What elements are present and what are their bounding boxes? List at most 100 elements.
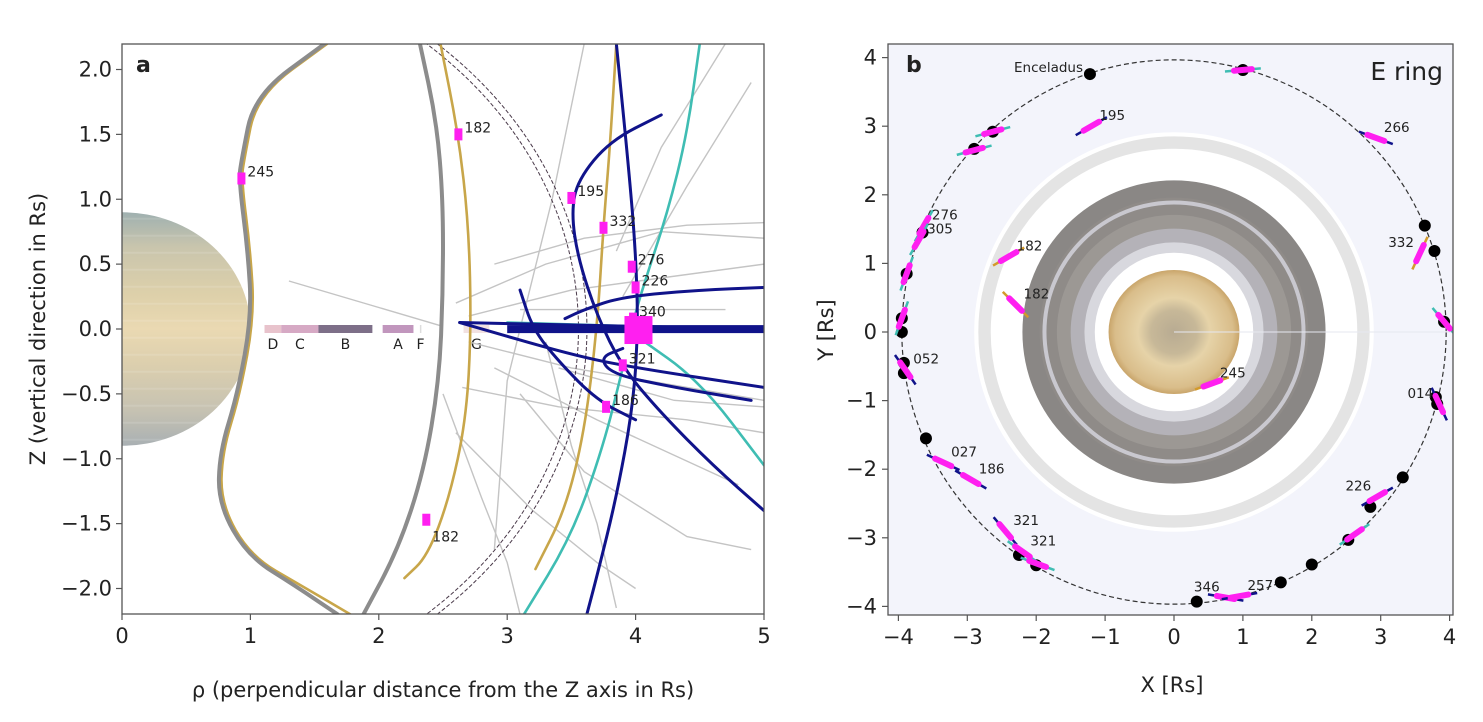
panel-letter-a: a [136, 53, 151, 78]
ring-label-B: B [341, 337, 351, 353]
ring-bar-B [318, 325, 373, 333]
flyby-crossing [900, 262, 913, 286]
y-axis-ticks-b: 4 3 2 1 0 −1 −2 −3 −4 [846, 46, 888, 618]
flyby-crossing [1344, 526, 1365, 543]
crossing-label: 186 [612, 393, 639, 409]
flyby-label: 321 [1013, 513, 1039, 529]
y-tick-label: 4 [864, 46, 877, 70]
enceladus-position [1305, 558, 1318, 571]
flyby-crossing [1006, 295, 1025, 314]
crossing-marker [599, 221, 608, 234]
enceladus-position [1083, 68, 1096, 81]
x-tick-label: 3 [501, 624, 514, 648]
y-tick-label: −2.0 [61, 577, 112, 601]
y-tick-label: −1.0 [61, 447, 112, 471]
field-line-gold-inner [220, 44, 352, 614]
field-line-gold-mid [403, 44, 472, 580]
y-tick-label: −1.5 [61, 512, 112, 536]
x-tick-label: −2 [1021, 625, 1052, 649]
flyby-crossing [1364, 131, 1388, 144]
flyby-label: 182 [1017, 239, 1043, 255]
y-tick-label: 0.0 [79, 317, 112, 341]
flyby-crossing [1227, 591, 1252, 601]
enceladus-position [1364, 500, 1377, 513]
background-field-line [288, 280, 444, 328]
ring-bar-C [281, 325, 319, 333]
flyby-label: 346 [1194, 579, 1220, 595]
flyby-label: 186 [979, 461, 1005, 477]
ring-label-G: G [471, 337, 482, 353]
field-line-gold-outer [534, 44, 618, 571]
field-line-navy-2 [571, 113, 764, 513]
y-tick-label: 1 [864, 251, 877, 275]
background-field-line [545, 341, 618, 609]
enceladus-position [1274, 576, 1287, 589]
field-line-navy-5 [458, 321, 764, 389]
x-tick-label: 0 [1167, 625, 1180, 649]
x-tick-label: 1 [244, 624, 257, 648]
crossing-marker [567, 191, 576, 204]
crossing-marker [454, 128, 463, 141]
crossing-marker [618, 359, 627, 372]
x-tick-label: 5 [757, 624, 770, 648]
y-tick-label: 0.5 [79, 252, 112, 276]
enceladus-position [1396, 471, 1409, 484]
background-field-line [493, 44, 585, 550]
flyby-crossing [1012, 543, 1033, 560]
flyby-crossing [981, 126, 1005, 138]
y-tick-label: −2 [846, 457, 877, 481]
enceladus-orbit [901, 59, 1453, 605]
y-tick-label: 1.5 [79, 122, 112, 146]
background-field-line [455, 230, 764, 304]
flyby-label: 321 [1030, 534, 1056, 550]
flyby-crossing [959, 471, 982, 487]
background-field-line [558, 367, 764, 408]
panel-b-frame [887, 43, 1454, 616]
flyby-label: 305 [927, 221, 953, 237]
flyby-crossing [1366, 489, 1389, 505]
flyby-crossing [1432, 392, 1447, 416]
enceladus-position [1190, 595, 1203, 608]
y-axis-ticks: 2.0 1.5 1.0 0.5 0.0 −0.5 −1.0 −1.5 −2.0 [61, 58, 122, 601]
flyby-crossing [1080, 118, 1103, 134]
x-tick-label: −3 [952, 625, 983, 649]
x-tick-label: 0 [115, 624, 128, 648]
flyby-crossing [895, 306, 908, 330]
field-line-gray-inner [216, 44, 340, 614]
panel-b: 1952662763051821823320522450140271862263… [814, 43, 1456, 697]
flyby-crossing [911, 228, 927, 251]
flyby-crossing [1230, 66, 1255, 74]
y-tick-label: 2.0 [79, 58, 112, 82]
flyby-crossing [1435, 311, 1453, 332]
x-tick-label: 3 [1374, 625, 1387, 649]
flyby-label: 195 [1099, 108, 1125, 124]
flyby-label: 266 [1384, 120, 1410, 136]
background-field-line [622, 82, 752, 297]
flyby-crossing [897, 359, 914, 381]
ring-label-D: D [267, 337, 278, 353]
crossing-cluster [624, 316, 653, 345]
flyby-crossing [932, 455, 955, 470]
field-line-gray-mid [361, 44, 446, 614]
y-axis-label: Z (vertical direction in Rs) [26, 193, 50, 465]
y-tick-label: 3 [864, 114, 877, 138]
y-tick-label: 0 [864, 320, 877, 344]
background-field-line [468, 263, 764, 317]
ring-label-F: F [416, 337, 424, 353]
flyby-label: 245 [1220, 365, 1246, 381]
background-field-line [468, 341, 764, 402]
saturn-planet [122, 212, 251, 446]
background-field-line [494, 221, 764, 265]
enceladus-position [1428, 245, 1441, 258]
background-field-lines [288, 44, 764, 614]
flyby-label: 014 [1407, 386, 1433, 402]
ring-bar-F [419, 325, 422, 333]
crossing-label: 245 [247, 164, 274, 180]
crossing-label: 182 [464, 120, 491, 136]
enceladus-position [1418, 219, 1431, 232]
y-tick-label: −4 [846, 594, 877, 618]
background-field-line [519, 393, 752, 551]
background-field-line [455, 432, 636, 590]
